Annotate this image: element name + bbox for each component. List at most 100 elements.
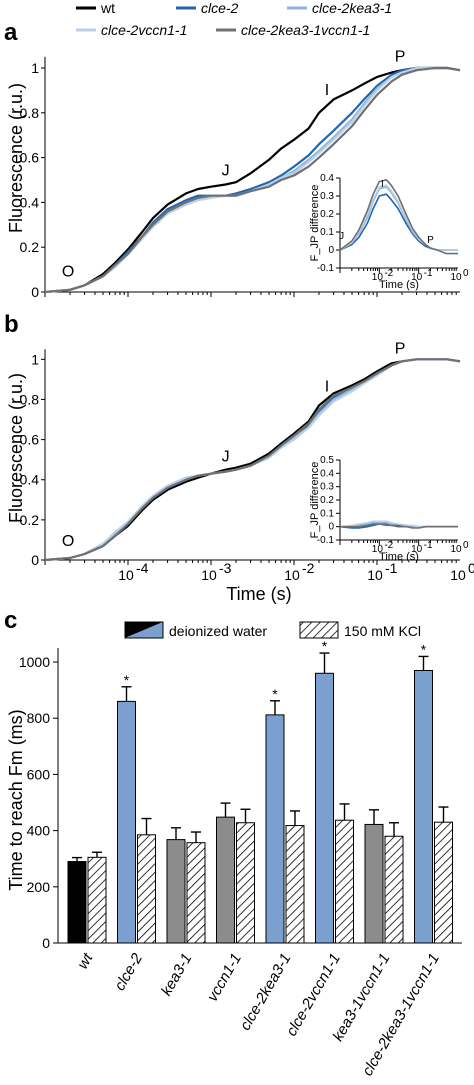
panel-c-ytick-label: 400 [27,823,51,839]
panel-a-inset-ytick-label: 0.3 [320,191,334,202]
panel-b-inset-ytick-label: 0 [328,522,334,533]
bar-kcl-6 [384,835,404,944]
panel-a-series-0 [44,66,461,294]
panel-b-ytick-label: 0 [31,552,39,568]
panel-b-xtick-label: 10 [450,567,466,583]
panel-b-xtick-exp: -4 [136,560,149,576]
bar-water-7 [414,669,433,944]
panel-b-inset-ytick-label: 0.4 [320,468,334,479]
panel-a-inset-series-3 [339,179,458,255]
panel-b-xtick-exp: -2 [302,560,315,576]
panel-a-inset-xtick-exp: 0 [463,268,469,279]
panel-a-point-label: I [325,82,329,99]
bar-water-1 [117,700,136,944]
panel-b-xtick-exp: 0 [468,560,474,576]
bar-kcl-7 [434,821,453,944]
panel-a-inset-series-2 [339,184,458,251]
legend-label-3: clce-2vccn1-1 [101,22,187,38]
panel-b-series-2 [44,358,461,562]
panel-b-ytick-label: 0.2 [20,512,40,528]
panel-b-series-3 [44,358,461,562]
panel-b-inset-xtick-label: 10 [450,544,462,555]
panel-b-point-label: J [222,449,230,466]
panel-a-ytick-label: 0.2 [20,239,40,255]
panel-b-ytick-label: 0.4 [20,472,40,488]
legend-swatch-kcl [299,621,339,639]
panel-a-point-label: O [62,263,74,280]
bar-kcl-3 [236,822,255,944]
panel-a-ytick-label: 0.8 [20,105,40,121]
panel-a-inset-ytick-label: 0.4 [320,173,334,184]
panel-b-inset-ytick-label: 0.5 [320,455,334,466]
panel-a-point-label: P [395,48,406,65]
legend-label-water: deionized water [169,623,267,639]
panel-b-inset-xtick-exp: -1 [424,540,433,551]
bar-kcl-0 [87,856,107,944]
panel-a-inset-xtick-exp: -1 [424,268,433,279]
panel-a-ylabel: Fluorescence (r.u.) [6,83,26,233]
panel-b-ytick-label: 0.8 [20,391,40,407]
panel-a-inset-xtick-label: 10 [372,272,384,283]
panel-b-xtick-exp: -1 [385,560,398,576]
legend-label-2: clce-2kea3-1 [312,0,392,16]
bar-water-3 [216,816,235,944]
panel-a-inset-xtick-exp: -2 [384,268,393,279]
panel-c-ytick-label: 0 [42,935,50,951]
panel-b-inset-xtick-label: 10 [372,544,384,555]
panel-b-inset-ytick-label: -0.1 [317,535,335,546]
legend-swatch-water-blue [125,622,163,638]
legend-label-kcl: 150 mM KCl [344,623,421,639]
panel-b-inset-series-3 [340,523,458,529]
panel-letter-c: c [4,607,17,634]
panel-b-inset-xtick-exp: 0 [463,540,469,551]
significance-star-1: * [124,672,130,688]
bar-kcl-5 [335,819,354,944]
panel-c-ylabel: Time to reach Fm (ms) [6,709,26,890]
top-legend: wt clce-2 clce-2kea3-1 clce-2vccn1-1 clce-2k… [76,0,392,38]
panel-b-ytick-label: 1 [31,351,39,367]
category-label-0: wt [74,950,97,972]
panel-c-legend: deionized water 150 mM KCl [124,621,421,639]
panel-b-point-label: O [62,533,74,550]
panel-b-point-label: I [325,378,329,395]
panel-b-inset: -0.100.10.20.30.40.510 -2 10 -1 10 0F_JP diff… [309,455,469,563]
bar-water-6 [364,823,384,944]
panel-a-series-1 [44,66,461,294]
panel-b-xtick-label: 10 [118,567,134,583]
panel-a-inset-point-label: I [381,179,384,190]
panel-letter-a: a [4,19,18,46]
panel-a-ytick-label: 0.4 [20,194,40,210]
panel-a-series-3 [44,66,461,294]
panel-b-point-label: P [395,340,406,357]
panel-b-xtick-label: 10 [201,567,217,583]
panel-b-xtick-exp: -3 [219,560,232,576]
bar-water-5 [315,672,334,944]
panel-b-inset-xtick-label: 10 [411,544,423,555]
panel-b-xtick-label: 10 [284,567,300,583]
legend-label-4: clce-2kea3-1vccn1-1 [241,22,370,38]
category-label-4: clce-2kea3-1 [237,951,295,1034]
panel-a-ytick-label: 1 [31,60,39,76]
significance-star-4: * [272,686,278,702]
panel-c-ytick-label: 200 [27,879,51,895]
panel-a-inset-xtick-label: 10 [411,272,423,283]
panel-b-inset-xlabel: Time (s) [379,551,419,563]
bar-water-2 [166,839,186,944]
panel-c-ytick-label: 1000 [19,654,50,670]
panel-a-inset-ylabel: F_JP difference [309,185,321,262]
panel-a-ytick-label: 0.6 [20,150,40,166]
bar-kcl-2 [186,842,206,944]
panel-b-series-1 [44,358,461,562]
bar-water-4 [265,714,285,944]
panel-b-series-4 [44,358,461,562]
panel-a-series-4 [44,66,461,294]
panel-a-inset-xlabel: Time (s) [379,279,419,291]
panel-b-inset-ytick-label: 0.2 [320,495,334,506]
panel-a-inset-xtick-label: 10 [450,272,462,283]
panel-a-inset-ytick-label: 0.2 [320,209,334,220]
panel-b-series-0 [44,358,461,562]
